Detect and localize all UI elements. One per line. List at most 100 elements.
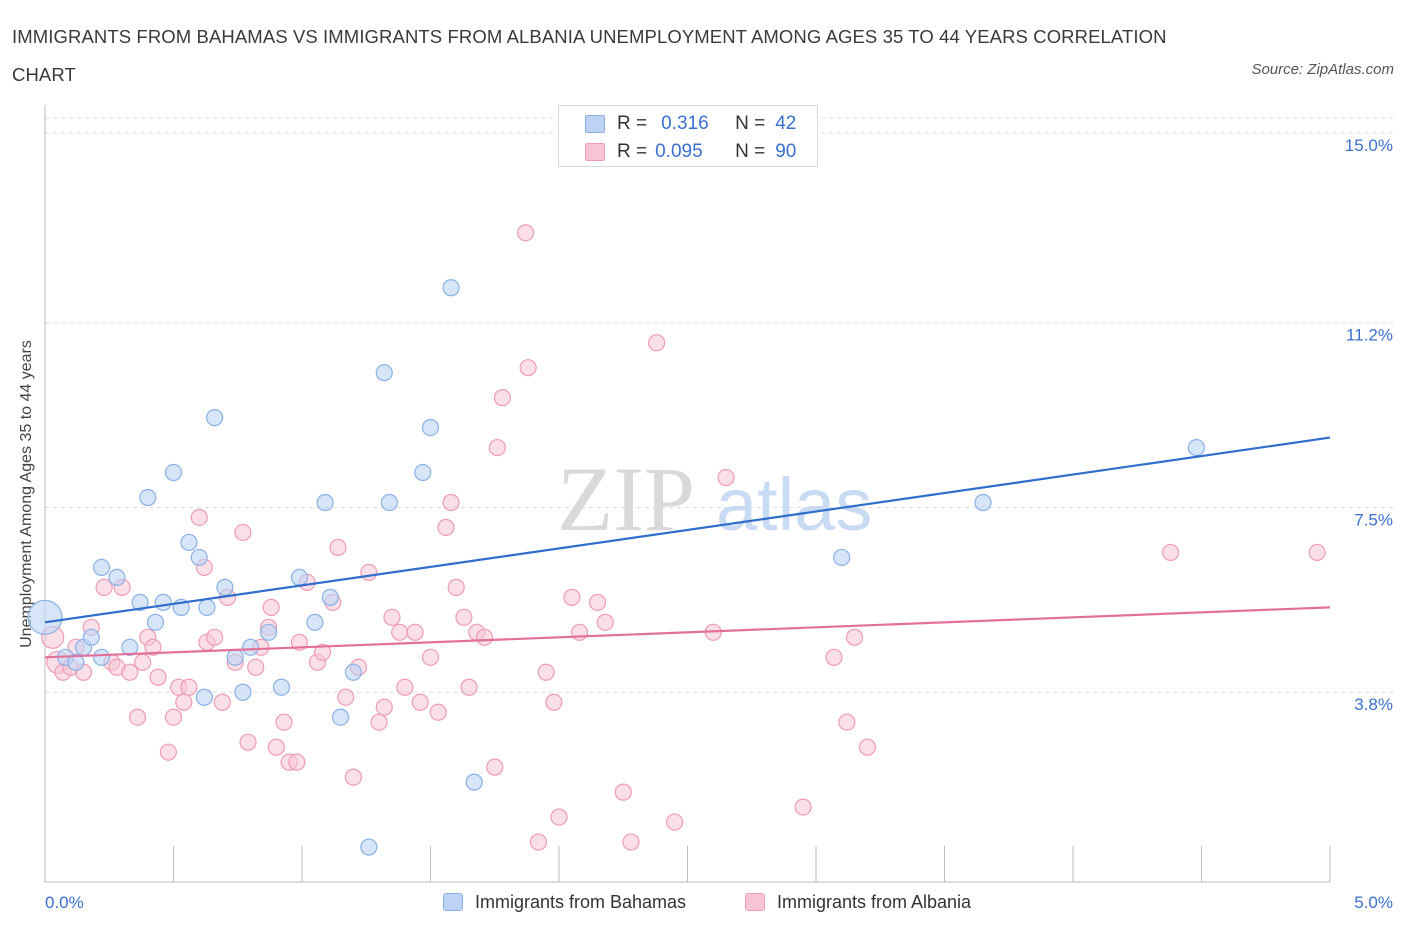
albania-point xyxy=(206,628,224,646)
legend-row-albania: R = 0.095 N = 90 xyxy=(585,140,796,164)
albania-point xyxy=(213,693,231,711)
legend-n-label: N = xyxy=(735,113,766,134)
albania-point xyxy=(164,708,183,726)
bahamas-point xyxy=(321,588,339,606)
bahamas-point xyxy=(242,638,260,656)
bahamas-point xyxy=(92,558,111,577)
x-tick-label: 0.0% xyxy=(45,893,84,912)
bahamas-point xyxy=(360,838,378,856)
albania-point xyxy=(437,518,455,537)
albania-point xyxy=(1308,543,1326,562)
bottom-legend-albania: Immigrants from Albania xyxy=(745,889,971,915)
bahamas-point xyxy=(92,648,111,666)
bahamas-point xyxy=(195,688,213,706)
albania-point xyxy=(337,688,355,706)
bahamas-point xyxy=(375,364,393,382)
albania-point xyxy=(121,663,139,681)
albania-point xyxy=(383,608,401,626)
albania-point xyxy=(537,663,555,681)
albania-point xyxy=(411,693,429,711)
bahamas-point xyxy=(82,628,100,646)
albania-swatch xyxy=(585,143,605,161)
albania-point xyxy=(488,438,506,457)
bahamas-point xyxy=(146,613,165,631)
axes xyxy=(44,105,1331,883)
albania-point xyxy=(429,703,447,721)
albania-point xyxy=(858,738,877,756)
albania-point xyxy=(288,753,306,771)
bahamas-point xyxy=(234,683,252,701)
albania-point xyxy=(134,653,152,671)
bahamas-point xyxy=(154,593,172,611)
albania-point xyxy=(614,783,632,801)
albania-point xyxy=(529,833,548,851)
albania-point xyxy=(455,608,473,626)
bahamas-point xyxy=(316,493,334,512)
albania-point xyxy=(460,678,478,696)
albania-point xyxy=(275,713,293,731)
legend-n-value: 42 xyxy=(775,113,797,134)
albania-point xyxy=(370,713,388,731)
legend-r-label: R = xyxy=(617,141,648,162)
bahamas-point xyxy=(206,409,224,427)
albania-point xyxy=(190,508,208,527)
albania-point xyxy=(234,523,252,542)
x-tick-label: 5.0% xyxy=(1354,893,1393,912)
bahamas-point xyxy=(108,568,126,586)
albania-point xyxy=(794,798,812,816)
albania-point xyxy=(596,613,614,631)
albania-point xyxy=(717,468,735,487)
correlation-legend: R = 0.316 N = 42 R = 0.095 N = 90 xyxy=(558,105,818,167)
bahamas-point xyxy=(226,648,244,666)
grid-lines xyxy=(45,117,1395,693)
albania-point xyxy=(570,623,589,641)
albania-point xyxy=(475,628,494,646)
albania-point xyxy=(313,643,332,661)
bahamas-point xyxy=(131,593,149,611)
legend-r-value: 0.095 xyxy=(655,141,703,162)
bahamas-point xyxy=(380,493,398,512)
chart-title: IMMIGRANTS FROM BAHAMAS VS IMMIGRANTS FR… xyxy=(12,26,1167,85)
bahamas-point xyxy=(139,488,157,507)
bahamas-point xyxy=(272,678,291,696)
bahamas-point xyxy=(344,663,362,681)
legend-row-bahamas: R = 0.316 N = 42 xyxy=(585,112,796,136)
albania-point xyxy=(247,658,265,676)
albania-point xyxy=(159,743,177,761)
bahamas-point xyxy=(442,279,460,297)
albania-point xyxy=(344,768,362,786)
legend-r-label: R = xyxy=(617,113,648,134)
albania-point xyxy=(180,678,198,696)
bahamas-point xyxy=(833,548,851,567)
albania-point xyxy=(550,808,568,826)
chart-source: Source: ZipAtlas.com xyxy=(1251,61,1394,78)
y-tick-label: 15.0% xyxy=(1345,136,1393,155)
albania-point xyxy=(588,593,607,611)
y-tick-label: 11.2% xyxy=(1346,326,1393,345)
albania-point xyxy=(128,708,147,726)
albania-point xyxy=(1162,543,1180,562)
albania-legend-swatch xyxy=(745,893,765,911)
albania-point xyxy=(375,698,393,716)
bahamas-trend-line xyxy=(44,436,1331,624)
tick-labels: 3.8% 7.5% 11.2% 15.0% 0.0% 5.0% xyxy=(45,136,1393,912)
bottom-legend-bahamas: Immigrants from Bahamas xyxy=(443,889,686,915)
bahamas-point xyxy=(164,463,183,482)
bahamas-point xyxy=(974,493,992,512)
albania-point xyxy=(825,648,843,666)
bahamas-point xyxy=(198,598,216,616)
albania-point xyxy=(493,389,512,407)
albania-point xyxy=(648,334,666,352)
albania-trend-line xyxy=(44,606,1331,659)
y-tick-label: 7.5% xyxy=(1354,510,1393,529)
albania-point xyxy=(563,588,581,606)
albania-point xyxy=(442,493,460,512)
albania-point xyxy=(329,538,347,557)
trend-lines xyxy=(44,436,1331,659)
albania-point xyxy=(666,813,684,831)
bahamas-point xyxy=(306,613,324,631)
watermark-zip: ZIP xyxy=(557,448,695,550)
bahamas-point xyxy=(67,653,85,671)
bahamas-legend-label: Immigrants from Bahamas xyxy=(475,891,687,912)
watermark: ZIP atlas xyxy=(557,448,872,550)
